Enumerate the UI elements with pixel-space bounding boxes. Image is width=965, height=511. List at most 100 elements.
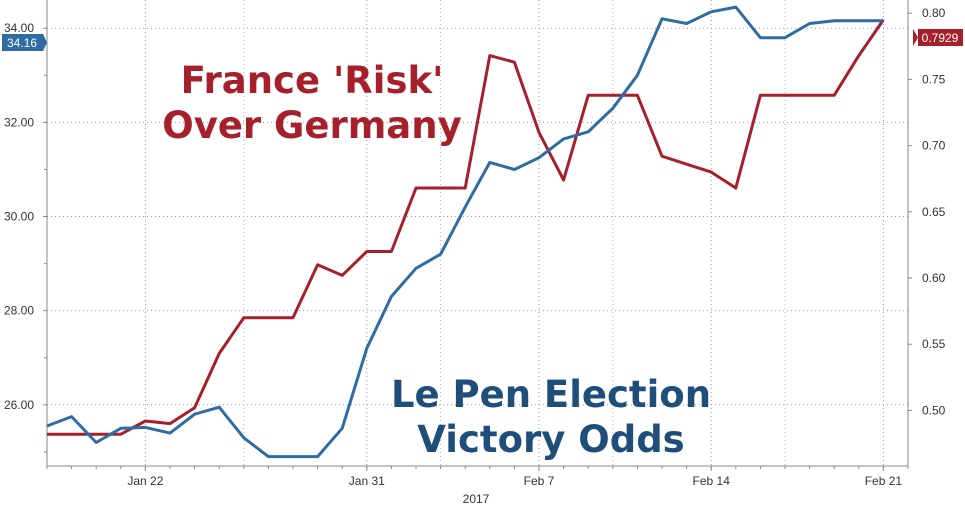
blue-series-point: [611, 107, 614, 110]
blue-series-point: [218, 406, 221, 409]
annotation-blue-title-line2: Victory Odds: [417, 418, 684, 461]
blue-series-point: [734, 6, 737, 9]
red-series-point: [316, 263, 319, 266]
red-series-point: [218, 352, 221, 355]
red-series-point: [538, 131, 541, 134]
blue-series-point: [390, 295, 393, 298]
blue-series-point: [95, 441, 98, 444]
blue-series-point: [242, 436, 245, 439]
blue-series-point: [636, 74, 639, 77]
red-series-point: [390, 250, 393, 253]
right-tick-label: 0.55: [922, 337, 946, 351]
red-series-point: [710, 171, 713, 174]
blue-series-point: [759, 36, 762, 39]
left-tick-label: 26.00: [4, 398, 34, 412]
blue-series-point: [513, 168, 516, 171]
right-tick-label: 0.80: [922, 6, 946, 20]
blue-series-point: [857, 19, 860, 22]
red-series-point: [439, 186, 442, 189]
red-series-point: [464, 186, 467, 189]
x-axis-year-label: 2017: [463, 492, 490, 506]
red-series-point: [415, 186, 418, 189]
x-tick-label: Feb 14: [693, 474, 731, 488]
red-series-point: [808, 94, 811, 97]
red-series-point: [661, 155, 664, 158]
red-series-point: [95, 433, 98, 436]
blue-series-point: [538, 156, 541, 159]
red-series-point: [734, 186, 737, 189]
blue-last-value-badge-arrow: [43, 34, 47, 51]
blue-series-point: [341, 427, 344, 430]
red-series-point: [685, 163, 688, 166]
blue-last-value-label: 34.16: [7, 36, 37, 50]
blue-series-point: [710, 10, 713, 13]
left-tick-label: 34.00: [4, 21, 34, 35]
right-axis-ticks: 0.50 0.55 0.60 0.65 0.70 0.75 0.80: [908, 6, 946, 417]
red-series-point: [341, 274, 344, 277]
red-series-point: [119, 433, 122, 436]
red-series-point: [759, 94, 762, 97]
blue-series-point: [833, 19, 836, 22]
x-tick-label: Feb 7: [524, 474, 555, 488]
red-series-point: [587, 94, 590, 97]
red-last-value-label: 0.7929: [922, 31, 959, 45]
right-tick-label: 0.75: [922, 72, 946, 86]
blue-series-point: [464, 206, 467, 209]
blue-series-point: [169, 432, 172, 435]
blue-series-point: [488, 161, 491, 164]
red-series-point: [611, 94, 614, 97]
red-series-point: [70, 433, 73, 436]
left-tick-label: 28.00: [4, 304, 34, 318]
x-tick-label: Jan 22: [127, 474, 163, 488]
blue-series-point: [316, 455, 319, 458]
left-tick-label: 30.00: [4, 210, 34, 224]
blue-series-point: [587, 130, 590, 133]
annotation-red-title-line2: Over Germany: [162, 104, 462, 147]
red-last-value-badge-bg: [918, 29, 963, 46]
red-last-value-badge: 0.7929: [913, 29, 963, 46]
blue-series-point: [415, 267, 418, 270]
red-series-point: [488, 54, 491, 57]
blue-series-point: [46, 424, 49, 427]
blue-series-point: [70, 415, 73, 418]
left-tick-label: 32.00: [4, 115, 34, 129]
blue-series-point: [365, 347, 368, 350]
blue-series-point: [267, 455, 270, 458]
red-series-point: [242, 316, 245, 319]
right-tick-label: 0.70: [922, 139, 946, 153]
blue-series-point: [439, 253, 442, 256]
annotation-red-title-line1: France 'Risk': [181, 59, 444, 102]
axes: [46, 0, 909, 467]
right-tick-label: 0.50: [922, 403, 946, 417]
red-series-point: [169, 422, 172, 425]
annotation-blue-title-line1: Le Pen Election: [391, 373, 711, 416]
blue-series-point: [292, 455, 295, 458]
blue-series-point: [661, 17, 664, 20]
blue-last-value-badge-bg: [2, 34, 43, 51]
red-series-point: [857, 54, 860, 57]
grid: [47, 0, 908, 466]
blue-series-point: [784, 36, 787, 39]
red-series-point: [636, 94, 639, 97]
red-series-point: [833, 94, 836, 97]
left-axis-ticks: 26.00 28.00 30.00 32.00 34.00: [4, 21, 47, 453]
x-tick-label: Feb 21: [865, 474, 903, 488]
red-series-point: [193, 406, 196, 409]
blue-series-point: [562, 137, 565, 140]
blue-series-point: [808, 22, 811, 25]
red-series-line: [47, 19, 885, 436]
blue-series-point: [685, 22, 688, 25]
red-series-point: [784, 94, 787, 97]
blue-series-point: [882, 19, 885, 22]
red-last-value-badge-arrow: [913, 29, 918, 46]
blue-series-line: [46, 5, 884, 459]
right-tick-label: 0.60: [922, 271, 946, 285]
red-series-point: [267, 316, 270, 319]
x-axis-ticks: Jan 22 Jan 31 Feb 7 Feb 14 Feb 21: [46, 466, 909, 488]
blue-series-point: [193, 413, 196, 416]
red-series-point: [365, 250, 368, 253]
red-series-point: [292, 316, 295, 319]
x-tick-label: Jan 31: [349, 474, 385, 488]
red-series-point: [144, 419, 147, 422]
